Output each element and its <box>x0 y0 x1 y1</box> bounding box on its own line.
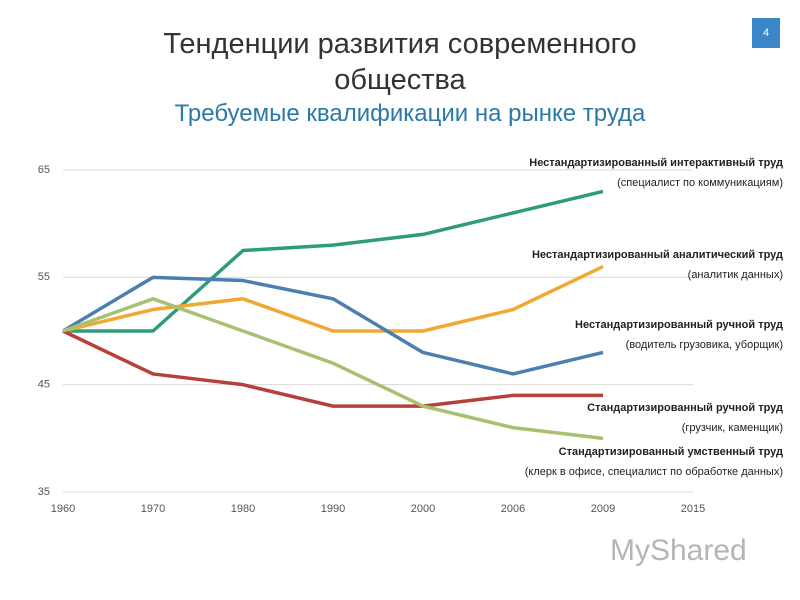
y-tick-label: 55 <box>38 271 50 283</box>
series-description: (специалист по коммуникациям) <box>617 177 783 189</box>
series-label: Стандартизированный умственный труд <box>559 446 783 458</box>
series-description: (клерк в офисе, специалист по обработке … <box>525 466 783 478</box>
series-line <box>62 329 603 408</box>
x-tick-label: 1980 <box>231 503 255 515</box>
series-description: (грузчик, каменщик) <box>682 422 783 434</box>
x-tick-label: 2009 <box>591 503 615 515</box>
series-description: (аналитик данных) <box>688 269 783 281</box>
series-line <box>62 297 604 441</box>
series-line <box>62 275 604 376</box>
y-tick-label: 65 <box>38 164 50 176</box>
series-line <box>62 265 604 333</box>
x-tick-label: 2000 <box>411 503 435 515</box>
series-label: Нестандартизированный ручной труд <box>575 319 783 331</box>
watermark: MyShared <box>610 534 747 567</box>
y-tick-label: 45 <box>38 379 50 391</box>
page-number: 4 <box>752 18 780 48</box>
x-tick-label: 2015 <box>681 503 705 515</box>
x-tick-label: 1970 <box>141 503 165 515</box>
series-label: Стандартизированный ручной труд <box>587 402 783 414</box>
series-label: Нестандартизированный аналитический труд <box>532 249 783 261</box>
x-tick-label: 2006 <box>501 503 525 515</box>
x-tick-label: 1960 <box>51 503 75 515</box>
y-tick-label: 35 <box>38 486 50 498</box>
series-description: (водитель грузовика, уборщик) <box>626 339 783 351</box>
series-line <box>63 189 604 333</box>
chart-title: Тенденции развития современного общества <box>163 28 637 96</box>
x-tick-label: 1990 <box>321 503 345 515</box>
chart-subtitle: Требуемые квалификации на рынке труда <box>174 100 646 127</box>
series-label: Нестандартизированный интерактивный труд <box>529 157 783 169</box>
